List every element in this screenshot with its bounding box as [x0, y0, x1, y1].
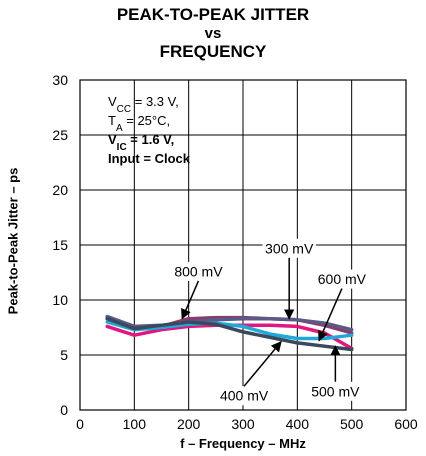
x-tick-label: 500: [340, 416, 364, 432]
x-tick-label: 200: [177, 416, 201, 432]
chart-title-line-1: PEAK-TO-PEAK JITTER: [116, 5, 310, 24]
annotation-box: [308, 381, 363, 401]
x-tick-label: 0: [76, 416, 84, 432]
x-axis-label: f – Frequency – MHz: [180, 436, 306, 451]
plot-frame: [79, 79, 407, 411]
annotation-arrow: [318, 288, 343, 342]
annotation-box: [315, 269, 369, 289]
annotation-label: 300 mV: [265, 240, 314, 256]
x-tick-label: 100: [123, 416, 147, 432]
annotation-box: [217, 386, 271, 406]
tick-labels: 0 100 200 300 400 500 600 0 5 10 15 20 25 30: [52, 72, 417, 432]
y-tick-label: 20: [52, 182, 68, 198]
x-tick-label: 600: [394, 416, 418, 432]
condition-line: TA = 25°C,: [108, 113, 170, 134]
condition-line: Input = Clock: [108, 151, 191, 166]
test-conditions: VCC = 3.3 V,TA = 25°C,VIC = 1.6 V,Input …: [108, 94, 191, 166]
y-tick-label: 10: [52, 292, 68, 308]
annotation-arrow: [243, 340, 282, 387]
annotation-arrow: [181, 280, 200, 320]
condition-line: VCC = 3.3 V,: [108, 94, 179, 115]
chart-title-line-2: vs: [204, 25, 222, 42]
annotation-box: [262, 238, 316, 258]
annotation-label: 600 mV: [318, 271, 367, 287]
annotation-label: 500 mV: [311, 383, 360, 399]
annotation-box: [171, 261, 226, 281]
y-tick-label: 25: [52, 127, 68, 143]
annotation-label: 800 mV: [174, 263, 223, 279]
y-tick-label: 30: [52, 72, 68, 88]
x-tick-label: 400: [286, 416, 310, 432]
y-tick-label: 15: [52, 237, 68, 253]
grid: [79, 79, 407, 411]
series-line: [105, 316, 354, 352]
x-tick-label: 300: [231, 416, 255, 432]
y-tick-label: 0: [60, 402, 68, 418]
y-tick-label: 5: [60, 347, 68, 363]
axes: [79, 79, 407, 411]
condition-line: VIC = 1.6 V,: [108, 132, 174, 153]
chart-title-line-3: FREQUENCY: [159, 42, 267, 61]
annotation-label: 400 mV: [220, 388, 269, 404]
series-lines: [105, 314, 354, 352]
